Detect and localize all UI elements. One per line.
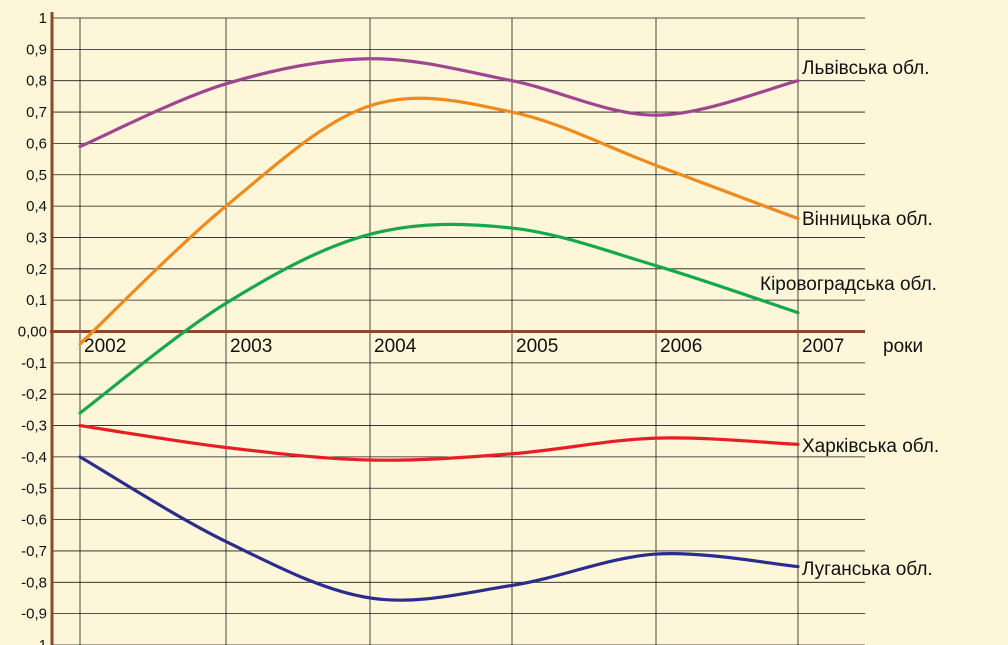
- series-line: [78, 96, 800, 346]
- y-tick-label: -0,3: [21, 418, 47, 435]
- y-tick-label: -0,9: [21, 606, 47, 623]
- y-tick-label: 0,2: [26, 261, 47, 278]
- y-tick-label: -0,5: [21, 480, 47, 497]
- x-tick-label: 2005: [516, 336, 558, 357]
- x-tick-label: 2003: [230, 336, 272, 357]
- y-tick-label: 0,4: [26, 198, 47, 215]
- x-tick-label: 2002: [84, 336, 126, 357]
- y-tick-label: -0,2: [21, 386, 47, 403]
- x-tick-label: 2004: [374, 336, 417, 357]
- series-label: Харківська обл.: [802, 436, 939, 457]
- y-tick-label: 0,8: [26, 73, 47, 90]
- series-label: Луганська обл.: [802, 559, 933, 580]
- y-tick-label: -0,8: [21, 574, 47, 591]
- y-tick-label: 0,3: [26, 229, 47, 246]
- x-tick-labels: 2002 2003 2004 2005 2006 2007: [84, 336, 844, 357]
- y-tick-labels: -1 -0,9 -0,8 -0,7 -0,6 -0,5 -0,4 -0,3 -0,2 -0,1 0,…: [18, 10, 47, 645]
- series-line: [78, 423, 800, 462]
- series-label: Кіровоградська обл.: [760, 274, 937, 295]
- y-tick-label: -0,4: [21, 449, 47, 466]
- series-label: Львівська обл.: [802, 58, 930, 79]
- series-label: Вінницька обл.: [802, 209, 933, 230]
- x-tick-label: 2007: [802, 336, 844, 357]
- y-tick-label: 0,00: [18, 324, 47, 341]
- y-tick-label: -1: [34, 637, 47, 645]
- y-tick-label: 0,7: [26, 104, 47, 121]
- x-axis-title: роки: [883, 336, 923, 357]
- y-tick-label: 0,9: [26, 41, 47, 58]
- y-tick-label: 0,5: [26, 167, 47, 184]
- series-line: [78, 222, 800, 415]
- series-lines: [78, 57, 800, 602]
- y-tick-label: -0,7: [21, 543, 47, 560]
- series-line: [78, 57, 800, 149]
- series-line: [78, 455, 800, 602]
- y-tick-label: 1: [39, 10, 47, 27]
- y-tick-label: 0,6: [26, 135, 47, 152]
- y-tick-label: -0,1: [21, 355, 47, 372]
- y-tick-label: 0,1: [26, 292, 47, 309]
- axes: [50, 12, 865, 645]
- horizontal-gridlines: [52, 17, 865, 645]
- series-labels: Львівська обл. Вінницька обл. Кіровоградсь…: [760, 58, 939, 580]
- y-tick-label: -0,6: [21, 512, 47, 529]
- x-tick-label: 2006: [660, 336, 702, 357]
